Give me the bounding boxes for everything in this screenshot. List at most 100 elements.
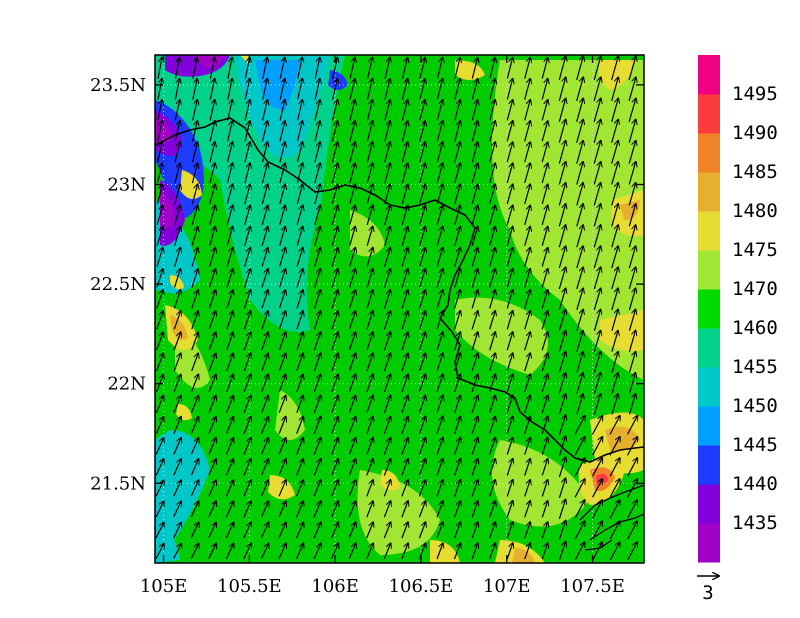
wind-vector (226, 353, 234, 372)
contour-region (357, 470, 440, 555)
wind-vector (156, 374, 164, 392)
wind-vector (366, 332, 373, 351)
wind-vector (489, 163, 496, 184)
contour-region (605, 426, 640, 452)
wind-vector (524, 543, 531, 560)
wind-vector (628, 373, 636, 394)
wind-vector (419, 332, 426, 351)
wind-vector (278, 269, 286, 288)
wind-vector (627, 521, 638, 540)
wind-vector (558, 56, 565, 81)
wind-vector (609, 416, 620, 435)
wind-vector (366, 226, 373, 246)
wind-vector (314, 57, 320, 79)
wind-vector (278, 459, 286, 476)
wind-vector (611, 204, 618, 227)
wind-vector (418, 416, 426, 434)
wind-vector (192, 100, 198, 121)
wind-vector (243, 332, 250, 351)
colorbar-label: 1460 (732, 317, 778, 339)
wind-vector (593, 119, 601, 143)
wind-vector (349, 57, 355, 79)
wind-vector (190, 480, 198, 497)
wind-vector (591, 416, 603, 435)
colorbar-swatch (698, 250, 720, 290)
wind-vector (506, 269, 513, 288)
wind-vector (628, 204, 635, 227)
wind-vector (419, 79, 425, 100)
wind-vector (541, 79, 548, 100)
wind-vector (558, 309, 565, 331)
wind-vector (349, 205, 356, 225)
wind-vector (208, 374, 216, 393)
wind-vector (366, 142, 372, 163)
wind-vector (436, 311, 443, 330)
contour-region (255, 60, 300, 110)
wind-vector (384, 226, 391, 246)
wind-vector (225, 543, 233, 559)
wind-vector (348, 353, 355, 372)
lon-tick-label: 106.5E (389, 576, 454, 597)
wind-vector (384, 205, 391, 225)
wind-vector (296, 501, 304, 518)
colorbar-label: 1450 (732, 395, 778, 417)
wind-vector (436, 79, 442, 100)
wind-vector (574, 479, 585, 498)
wind-vector (348, 438, 355, 455)
wind-vector (261, 353, 268, 372)
wind-vector (173, 438, 181, 455)
wind-vector (278, 374, 285, 393)
wind-vector (155, 501, 164, 518)
wind-vector (611, 162, 619, 185)
wind-vector (419, 57, 425, 79)
wind-vector (191, 184, 197, 205)
wind-vector (419, 184, 426, 205)
wind-vector (331, 100, 338, 121)
wind-vector (453, 459, 461, 476)
wind-vector (436, 100, 442, 121)
wind-vector (489, 142, 496, 163)
wind-vector (296, 311, 303, 330)
wind-vector (419, 163, 425, 184)
wind-vector (541, 311, 548, 330)
wind-vector (489, 416, 496, 434)
wind-vector (593, 204, 600, 227)
wind-vector (348, 290, 356, 309)
wind-vector (225, 480, 233, 497)
wind-vector (366, 480, 373, 497)
wind-vector (192, 78, 197, 100)
wind-vector (226, 332, 233, 351)
wind-vector (401, 290, 408, 309)
wind-vector (297, 78, 303, 100)
wind-vector (558, 415, 565, 436)
wind-vector (243, 311, 250, 330)
wind-vector (349, 100, 355, 121)
wind-vector (471, 353, 478, 372)
wind-vector (436, 226, 443, 246)
wind-vector (541, 184, 548, 205)
wind-vector (506, 226, 513, 246)
wind-vector (592, 521, 603, 540)
wind-vector (244, 205, 251, 225)
wind-vector (296, 163, 302, 184)
wind-vector (191, 247, 198, 267)
wind-vector (209, 57, 214, 79)
wind-vector (157, 121, 163, 142)
wind-vector (383, 480, 390, 497)
wind-vector (296, 332, 303, 351)
wind-vector (190, 395, 199, 413)
wind-vector (506, 543, 513, 560)
wind-vector (506, 459, 513, 476)
wind-vector (173, 459, 181, 476)
wind-vector (174, 205, 181, 225)
wind-vector (174, 57, 180, 79)
wind-vector (156, 332, 164, 351)
wind-vector (261, 395, 269, 413)
wind-vector (436, 416, 443, 434)
wind-vector (436, 121, 442, 142)
wind-vector (384, 100, 390, 121)
wind-vector (576, 140, 583, 164)
wind-vector (524, 142, 531, 163)
wind-vector (454, 100, 460, 121)
wind-vector (401, 459, 408, 476)
